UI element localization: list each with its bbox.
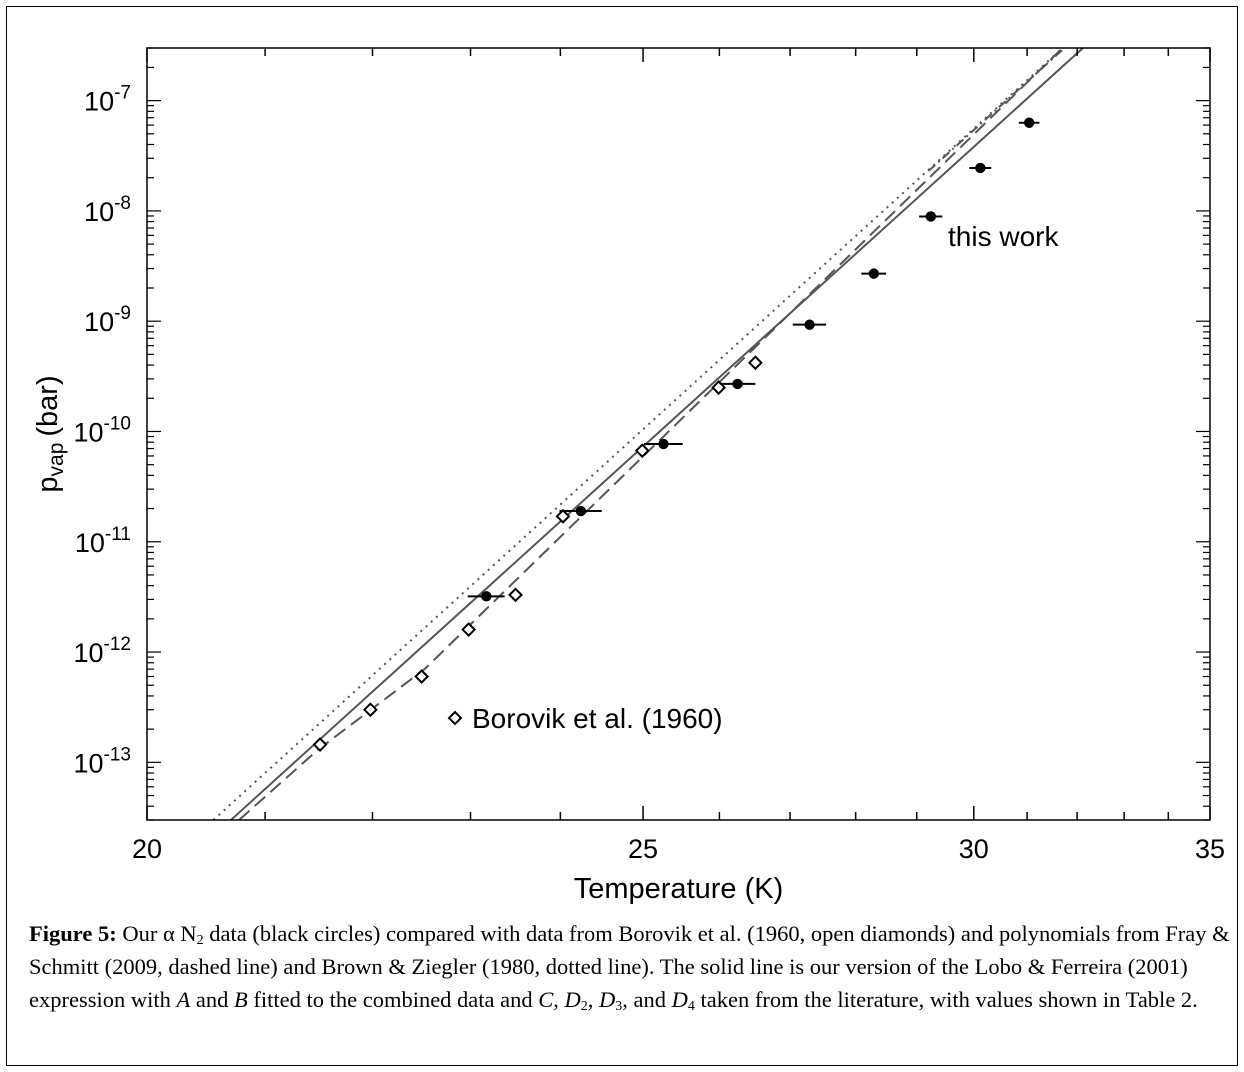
caption-fragment: , and (622, 987, 672, 1012)
x-tick-label: 35 (1195, 834, 1225, 864)
data-point-borovik (461, 622, 477, 637)
y-tick-label: 10-8 (84, 193, 131, 227)
series-line-fit-solid (230, 48, 1084, 820)
caption-fragment: 3 (615, 999, 623, 1014)
data-point-this-work (481, 591, 492, 602)
axis-ticks (146, 47, 1211, 821)
y-axis-title-subscript: vap (45, 443, 68, 477)
figure-caption: Figure 5: Our α N2 data (black circles) … (29, 917, 1234, 1016)
data-point-this-work (925, 211, 936, 222)
data-point-this-work (868, 268, 880, 279)
data-point-this-work (575, 505, 587, 517)
x-tick-label: 30 (959, 834, 989, 864)
data-point-borovik (555, 508, 571, 524)
caption-fragment: B (233, 987, 248, 1012)
legend-diamond-icon (447, 710, 463, 726)
y-tick-label: 10-9 (84, 303, 131, 337)
y-tick-base: 10 (84, 307, 114, 337)
data-point-borovik (363, 702, 378, 718)
caption-label: Figure 5: (29, 921, 117, 946)
chart-points (312, 117, 1040, 752)
caption-fragment: and (190, 987, 234, 1012)
data-point-this-work (804, 319, 815, 330)
y-tick-label: 10-11 (75, 524, 131, 558)
data-point-borovik (414, 669, 430, 684)
series-line-dash-dot (927, 48, 1066, 172)
figure-frame: 20 25 30 35 10-13 10-12 10-11 10-10 10-9 10-8 10-7… (6, 6, 1238, 1066)
caption-fragment: 2 (580, 999, 588, 1014)
y-tick-exponent: -11 (105, 524, 131, 545)
caption-fragment: taken from the literature, with values s… (694, 987, 1198, 1012)
caption-fragment: 4 (687, 999, 695, 1014)
data-point-this-work (975, 162, 986, 174)
caption-fragment: , (587, 987, 600, 1012)
caption-fragment: data (black circles) compared with data … (29, 921, 1230, 1012)
y-tick-label: 10-13 (73, 744, 131, 778)
caption-fragment: D (671, 987, 688, 1012)
caption-fragment: D (599, 987, 616, 1012)
data-point-this-work (658, 438, 669, 450)
data-point-this-work (732, 378, 743, 390)
plot-border (146, 47, 1211, 821)
caption-fragment: , (553, 987, 565, 1012)
y-tick-exponent: -9 (114, 303, 131, 324)
caption-fragment: Our α N (116, 921, 197, 946)
x-tick-label: 20 (132, 834, 162, 864)
data-point-borovik (747, 355, 763, 371)
caption-fragment: fitted to the combined data and (247, 987, 539, 1012)
caption-fragment: A (176, 987, 191, 1012)
chart: 20 25 30 3510-1310-1210-1110-1010-910-810-7… (32, 47, 1225, 905)
y-tick-base: 10 (75, 528, 105, 558)
y-tick-exponent: -7 (114, 83, 131, 104)
caption-fragment: 2 (196, 933, 204, 948)
y-tick-base: 10 (73, 417, 103, 447)
y-axis-title-unit: (bar) (32, 375, 64, 436)
y-axis-title: pvap (bar) (32, 375, 68, 492)
caption-body: Our α N2 data (black circles) compared w… (29, 921, 1230, 1014)
y-tick-label: 10-10 (73, 413, 131, 447)
x-tick-label: 25 (628, 834, 658, 864)
caption-fragment: D (564, 987, 581, 1012)
data-point-borovik (634, 443, 650, 459)
annotation-this-work: this work (948, 221, 1059, 252)
y-tick-base: 10 (84, 87, 114, 117)
data-point-this-work (1023, 117, 1035, 128)
y-axis-title-main: p (32, 476, 64, 492)
data-point-borovik (508, 587, 523, 603)
y-tick-exponent: -13 (104, 744, 131, 765)
y-tick-base: 10 (84, 197, 114, 227)
y-tick-label: 10-7 (84, 83, 131, 117)
y-tick-label: 10-12 (73, 634, 131, 668)
data-point-borovik (312, 737, 328, 752)
y-tick-exponent: -10 (104, 413, 131, 434)
data-point-borovik (711, 380, 727, 396)
x-axis-title: Temperature (K) (574, 873, 784, 905)
caption-fragment: C (538, 987, 554, 1012)
y-tick-exponent: -8 (114, 193, 131, 214)
y-tick-base: 10 (73, 748, 103, 778)
annotations: this work Borovik et al. (1960) (447, 221, 1059, 734)
y-tick-base: 10 (73, 638, 103, 668)
y-tick-exponent: -12 (104, 634, 131, 655)
annotation-borovik: Borovik et al. (1960) (472, 703, 723, 734)
